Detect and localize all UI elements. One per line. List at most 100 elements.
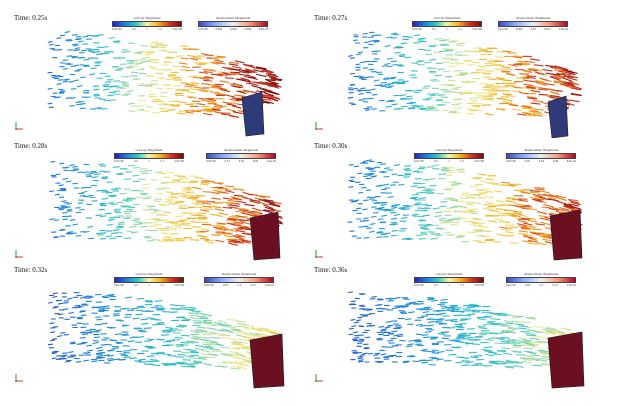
velocity-glyph (435, 318, 443, 321)
velocity-glyph (47, 87, 53, 90)
velocity-glyph (156, 307, 165, 310)
velocity-glyph (82, 36, 89, 38)
velocity-glyph (268, 203, 280, 208)
velocity-glyph (432, 164, 440, 167)
displacement-tick: 0.1 (539, 283, 544, 287)
velocity-glyph (539, 77, 550, 82)
velocity-glyph (479, 82, 488, 85)
velocity-glyph (472, 305, 482, 307)
velocity-glyph (427, 105, 435, 108)
velocity-tick: 1 (448, 159, 450, 163)
velocity-glyph (251, 327, 262, 332)
velocity-glyph (82, 64, 89, 67)
velocity-glyph (454, 102, 463, 105)
velocity-glyph (269, 90, 280, 95)
velocity-glyph (62, 354, 68, 357)
velocity-glyph (229, 353, 240, 357)
velocity-glyph (383, 77, 390, 80)
velocity-glyph (483, 215, 493, 218)
velocity-glyph (531, 109, 541, 114)
velocity-glyph (522, 234, 533, 237)
displacement-tick: 8.0e-02 (566, 159, 576, 163)
velocity-glyph (391, 229, 398, 232)
velocity-glyph (487, 60, 496, 63)
velocity-glyph (514, 364, 524, 368)
velocity-glyph (51, 76, 58, 78)
velocity-glyph (92, 341, 99, 345)
velocity-glyph (362, 208, 368, 211)
velocity-glyph (138, 84, 146, 87)
velocity-glyph (503, 330, 514, 333)
velocity-glyph (527, 97, 538, 100)
velocity-colorbar (412, 21, 482, 27)
velocity-glyph (200, 99, 210, 102)
velocity-glyph (476, 96, 486, 99)
velocity-glyph (97, 355, 104, 358)
velocity-glyph (241, 358, 252, 362)
velocity-glyph (263, 209, 275, 212)
velocity-glyph (157, 323, 166, 325)
velocity-glyph (69, 97, 76, 99)
velocity-glyph (254, 332, 266, 336)
velocity-glyph (225, 202, 236, 205)
velocity-glyph (547, 88, 558, 92)
velocity-glyph (496, 233, 506, 237)
velocity-glyph (186, 366, 196, 369)
velocity-glyph (199, 89, 209, 93)
displacement-colorbar (204, 277, 274, 283)
velocity-glyph (69, 219, 76, 221)
velocity-glyph (507, 326, 517, 330)
velocity-glyph (368, 36, 374, 39)
velocity-glyph (448, 181, 456, 183)
velocity-glyph (520, 321, 531, 324)
velocity-glyph (422, 189, 430, 192)
velocity-glyph (229, 98, 240, 102)
velocity-glyph (158, 46, 167, 49)
velocity-tick: 1.5 (460, 283, 464, 287)
velocity-glyph (93, 336, 101, 339)
velocity-glyph (368, 39, 375, 42)
displacement-tick: 0.05 (525, 283, 531, 287)
velocity-glyph (195, 312, 205, 315)
velocity-glyph (180, 218, 190, 221)
velocity-glyph (371, 199, 378, 202)
velocity-glyph (241, 240, 252, 244)
velocity-glyph (145, 345, 154, 348)
velocity-glyph (178, 324, 187, 327)
velocity-glyph (523, 355, 534, 358)
velocity-glyph (52, 326, 58, 328)
velocity-glyph (88, 331, 95, 333)
velocity-glyph (453, 86, 462, 89)
velocity-glyph (250, 211, 261, 214)
velocity-glyph (526, 75, 537, 78)
velocity-glyph (439, 50, 447, 53)
velocity-glyph (418, 237, 426, 240)
velocity-glyph (554, 74, 565, 78)
velocity-glyph (218, 212, 228, 216)
velocity-glyph (164, 238, 173, 241)
velocity-glyph (162, 187, 172, 190)
velocity-glyph (79, 310, 86, 313)
velocity-glyph (351, 325, 357, 328)
velocity-glyph (425, 97, 433, 100)
velocity-glyph (123, 356, 131, 358)
velocity-glyph (167, 75, 177, 77)
velocity-glyph (369, 324, 376, 327)
velocity-glyph (203, 112, 213, 116)
velocity-glyph (418, 37, 426, 40)
velocity-glyph (94, 107, 102, 109)
velocity-glyph (505, 94, 515, 98)
velocity-glyph (180, 341, 190, 344)
velocity-glyph (347, 55, 353, 57)
velocity-glyph (236, 322, 247, 326)
velocity-glyph (482, 230, 492, 233)
velocity-tick: 1.5 (460, 159, 464, 163)
velocity-glyph (112, 312, 120, 315)
velocity-glyph (240, 221, 251, 225)
velocity-glyph (269, 96, 281, 101)
velocity-glyph (236, 200, 247, 204)
velocity-glyph (185, 111, 194, 114)
velocity-glyph (544, 83, 556, 86)
velocity-glyph (130, 231, 139, 234)
velocity-glyph (529, 58, 540, 61)
